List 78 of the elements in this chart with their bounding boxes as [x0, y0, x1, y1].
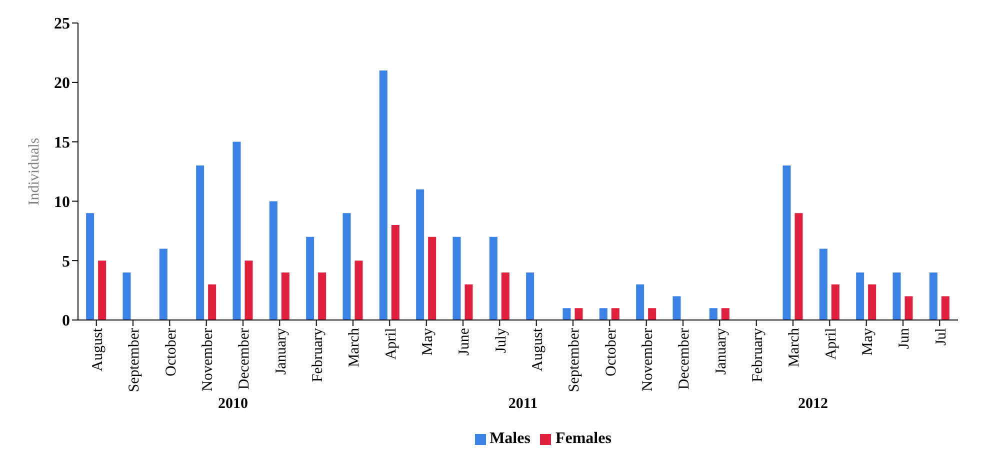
y-tick-label: 0 — [62, 312, 70, 330]
bar — [636, 284, 644, 320]
legend-label: Males — [490, 430, 530, 447]
bar — [819, 248, 828, 320]
x-tick-label: January — [713, 328, 730, 375]
bar — [868, 284, 876, 320]
bar — [379, 70, 388, 320]
bar — [562, 308, 571, 320]
bar — [672, 296, 681, 320]
x-tick-label: August — [530, 327, 546, 372]
x-tick-label: October — [603, 328, 620, 376]
x-tick-label: December — [676, 328, 693, 390]
bar — [574, 308, 583, 320]
bar — [489, 236, 498, 320]
bar — [452, 236, 461, 320]
text: 2010 — [217, 396, 249, 413]
x-tick-label: December — [236, 328, 253, 390]
bar — [709, 308, 718, 320]
bar — [98, 260, 106, 320]
x-tick-label: October — [163, 328, 180, 376]
bar — [831, 284, 840, 320]
bar — [611, 308, 620, 320]
bar — [391, 224, 400, 320]
bar — [648, 308, 656, 320]
x-tick-label: Jul — [933, 328, 950, 346]
bar — [904, 296, 913, 320]
bar — [428, 236, 436, 320]
y-tick-label: 20 — [54, 75, 70, 92]
bar — [464, 284, 473, 320]
bar — [232, 142, 241, 320]
bar — [159, 248, 168, 320]
bar — [306, 236, 314, 320]
bar — [122, 272, 131, 320]
x-tick-label: May — [860, 328, 876, 356]
bar — [208, 284, 216, 320]
x-tick-label: March — [786, 328, 803, 368]
x-tick-label: February — [750, 328, 766, 382]
bar — [196, 166, 204, 320]
x-tick-label: September — [566, 328, 583, 392]
bar — [856, 272, 864, 320]
x-tick-label: November — [200, 328, 216, 392]
text: 2012 — [797, 396, 829, 413]
bar — [892, 272, 901, 320]
y-tick-label: 15 — [54, 134, 70, 152]
legend-label: Females — [555, 430, 612, 447]
bar — [526, 272, 534, 320]
x-tick-label: April — [383, 328, 400, 360]
text: 2011 — [507, 396, 539, 413]
bar — [794, 213, 803, 320]
bar — [929, 272, 938, 320]
bar — [86, 213, 94, 320]
x-tick-label: April — [823, 328, 840, 360]
bar — [342, 213, 351, 320]
y-axis-title: Individuals — [26, 138, 42, 206]
y-tick-label: 5 — [62, 253, 70, 270]
x-tick-label: July — [493, 328, 510, 354]
x-tick-label: March — [346, 328, 363, 368]
x-tick-label: January — [273, 328, 290, 375]
y-tick-label: 25 — [54, 16, 70, 33]
x-tick-label: June — [456, 328, 473, 356]
bar — [782, 166, 791, 320]
bar — [416, 189, 424, 320]
x-tick-label: September — [126, 328, 143, 392]
y-tick-label: 10 — [54, 194, 70, 211]
x-tick-label: May — [420, 328, 436, 356]
bar — [281, 272, 290, 320]
bar — [721, 308, 730, 320]
x-tick-label: November — [640, 328, 656, 392]
bar — [501, 272, 510, 320]
x-tick-label: Jun — [896, 328, 913, 349]
bar — [269, 201, 278, 320]
bar — [941, 296, 950, 320]
x-tick-label: August — [90, 327, 106, 372]
bar — [354, 260, 363, 320]
bar — [244, 260, 253, 320]
bar — [318, 272, 326, 320]
bar — [599, 308, 608, 320]
x-tick-label: February — [310, 328, 326, 382]
